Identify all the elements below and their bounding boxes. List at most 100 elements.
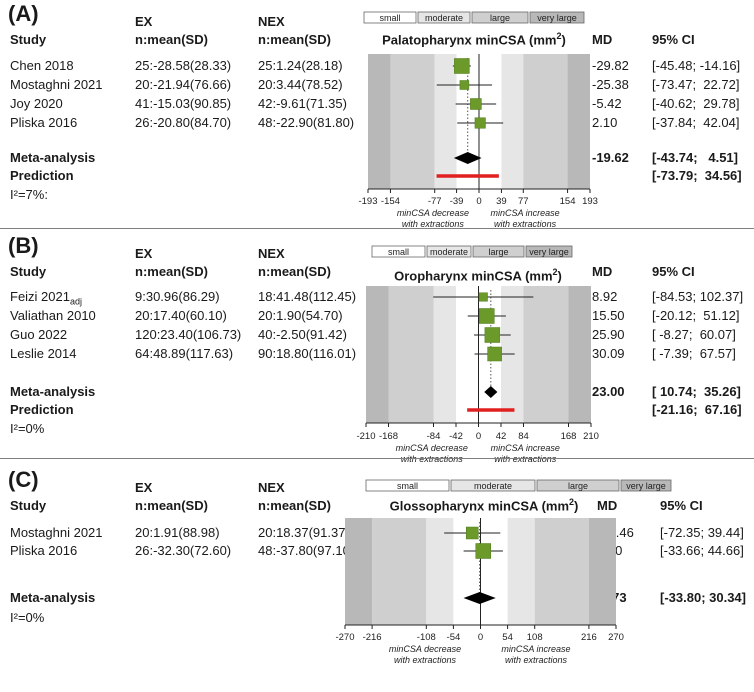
- ex-subheader: n:mean(SD): [135, 498, 208, 513]
- meta-analysis-label: Meta-analysis: [10, 150, 96, 165]
- study-name-text: Mostaghni 2021: [10, 77, 103, 92]
- x-tick-label: 84: [518, 431, 529, 442]
- study-ex-value: 64:48.89(117.63): [135, 346, 234, 361]
- heterogeneity-stat: I²=7%:: [10, 187, 48, 202]
- effect-size-zone: [390, 54, 435, 189]
- nex-subheader: n:mean(SD): [258, 32, 331, 47]
- x-tick-label: 193: [582, 196, 598, 207]
- study-effect-square: [474, 117, 486, 129]
- study-name: Guo 2022: [10, 327, 67, 343]
- study-nex-value: 48:-37.80(97.10): [258, 543, 355, 558]
- prediction-label: Prediction: [10, 168, 74, 183]
- legend-label: moderate: [430, 247, 468, 257]
- x-tick-label: 216: [581, 632, 597, 643]
- study-ex-value: 25:-28.58(28.33): [135, 58, 232, 73]
- meta-analysis-label: Meta-analysis: [10, 590, 96, 605]
- plot-title-close: ): [561, 32, 566, 48]
- x-tick-label: -42: [449, 431, 463, 442]
- x-tick-label: -77: [428, 196, 442, 207]
- ex-subheader: n:mean(SD): [135, 32, 208, 47]
- study-name: Chen 2018: [10, 58, 74, 74]
- effect-size-zone: [372, 518, 427, 625]
- legend-box-small: [371, 245, 426, 258]
- legend-label: small: [397, 481, 418, 491]
- meta-ci-value: [ 10.74; 35.26]: [652, 384, 741, 399]
- study-md-value: 8.92: [592, 289, 618, 304]
- study-header: Study: [10, 498, 47, 513]
- legend-box-small: [363, 11, 417, 24]
- study-ci-value: [-33.66; 44.66]: [660, 543, 744, 558]
- effect-size-zone: [523, 286, 569, 423]
- right-direction-caption: with extractions: [505, 655, 568, 665]
- legend-box-very-large: [525, 245, 573, 258]
- x-tick-label: -154: [381, 196, 400, 207]
- ex-header: EX: [135, 480, 153, 495]
- study-name: Valiathan 2010: [10, 308, 96, 324]
- nex-subheader: n:mean(SD): [258, 264, 331, 279]
- study-nex-value: 42:-9.61(71.35): [258, 96, 347, 111]
- x-tick-label: -84: [427, 431, 441, 442]
- study-ex-value: 20:-21.94(76.66): [135, 77, 232, 92]
- study-md-value: 25.90: [592, 327, 625, 342]
- legend-box-large: [472, 245, 525, 258]
- left-direction-caption: minCSA decrease: [389, 644, 461, 654]
- x-tick-label: -210: [356, 431, 375, 442]
- study-name-text: Valiathan 2010: [10, 308, 96, 323]
- effect-size-zone: [388, 286, 434, 423]
- pooled-effect-diamond: [453, 152, 482, 164]
- x-tick-label: 0: [478, 632, 483, 643]
- legend-label: moderate: [425, 13, 463, 23]
- meta-md-value: -19.62: [592, 150, 629, 165]
- x-tick-label: 270: [608, 632, 624, 643]
- plot-title-sup: 2: [569, 497, 575, 507]
- study-effect-square: [478, 292, 488, 302]
- study-name: Mostaghni 2021: [10, 77, 103, 93]
- prediction-label: Prediction: [10, 402, 74, 417]
- study-name-text: Chen 2018: [10, 58, 74, 73]
- effect-size-zone: [434, 54, 457, 189]
- study-nex-value: 40:-2.50(91.42): [258, 327, 347, 342]
- study-name-text: Guo 2022: [10, 327, 68, 342]
- legend-label: large: [488, 247, 508, 257]
- study-md-value: -29.82: [592, 58, 629, 73]
- md-header: MD: [597, 498, 618, 513]
- meta-ci-value: [-43.74; 4.51]: [652, 150, 738, 165]
- heterogeneity-stat: I²=0%: [10, 421, 45, 436]
- left-direction-caption: minCSA decrease: [396, 443, 468, 453]
- nex-header: NEX: [258, 246, 285, 261]
- heterogeneity-stat: I²=0%: [10, 610, 45, 625]
- study-name-text: Feizi 2021: [10, 289, 70, 304]
- ci-header: 95% CI: [652, 264, 695, 279]
- effect-size-zone: [345, 518, 373, 625]
- meta-ci-value: [-33.80; 30.34]: [660, 590, 746, 605]
- study-ex-value: 9:30.96(86.29): [135, 289, 220, 304]
- plot-title-sup: 2: [552, 267, 558, 277]
- effect-size-zone: [567, 54, 590, 189]
- panel-label: (A): [8, 1, 39, 26]
- x-tick-label: 0: [476, 431, 481, 442]
- legend-box-very-large: [529, 11, 585, 24]
- plot-title-close: ): [557, 268, 562, 284]
- plot-title-text: Oropharynx minCSA (mm: [394, 268, 553, 284]
- study-name-text: Leslie 2014: [10, 346, 77, 361]
- study-md-value: -5.42: [592, 96, 622, 111]
- study-name-text: Joy 2020: [10, 96, 63, 111]
- study-effect-square: [459, 80, 470, 90]
- nex-subheader: n:mean(SD): [258, 498, 331, 513]
- ci-header: 95% CI: [660, 498, 703, 513]
- legend-label: very large: [626, 481, 666, 491]
- prediction-ci-value: [-73.79; 34.56]: [652, 168, 742, 183]
- legend-box-moderate: [450, 479, 536, 492]
- effect-size-zone: [523, 54, 568, 189]
- forest-plot-svg: small moderate large very large -210 -168 -84-…: [356, 245, 599, 464]
- md-header: MD: [592, 264, 613, 279]
- nex-header: NEX: [258, 14, 285, 29]
- study-ci-value: [-84.53; 102.37]: [652, 289, 744, 304]
- legend-label: large: [490, 13, 510, 23]
- left-direction-caption: with extractions: [394, 655, 457, 665]
- effect-size-zone: [507, 518, 535, 625]
- ex-subheader: n:mean(SD): [135, 264, 208, 279]
- plot-title-text: Palatopharynx minCSA (mm: [382, 32, 557, 48]
- forest-panel-a: (A) Study EX n:mean(SD) NEX n:mean(SD) MD 95% C…: [0, 0, 754, 230]
- study-name: Pliska 2016: [10, 543, 77, 559]
